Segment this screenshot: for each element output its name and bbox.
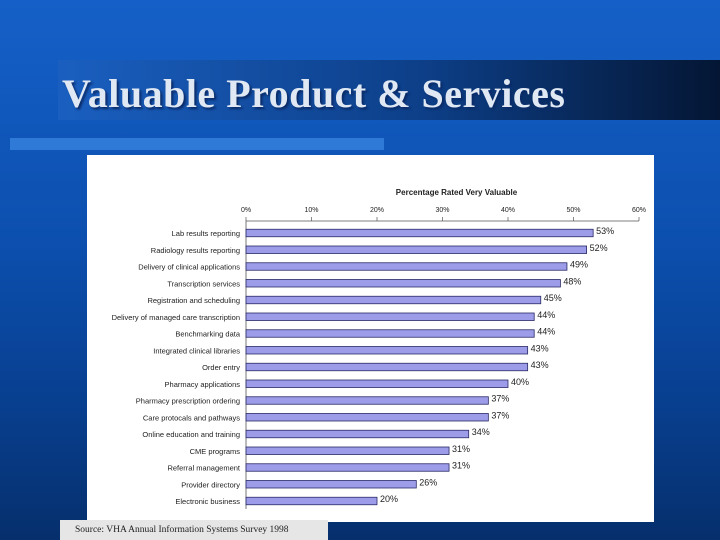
- bar: [245, 262, 568, 271]
- bar: [245, 245, 588, 254]
- data-label: 52%: [590, 243, 608, 253]
- x-tick-label: 60%: [632, 207, 646, 214]
- data-label: 44%: [537, 310, 555, 320]
- x-tick-label: 50%: [566, 207, 580, 214]
- category-label: Provider directory: [181, 480, 240, 489]
- x-tick-label: 20%: [370, 207, 384, 214]
- bar: [245, 362, 529, 372]
- data-label: 43%: [531, 360, 549, 370]
- bar-chart: Percentage Rated Very Valuable 0% 10% 20% 30…: [112, 188, 646, 509]
- data-label: 53%: [596, 226, 614, 236]
- x-tick-label: 10%: [304, 207, 318, 214]
- data-label: 20%: [380, 494, 398, 504]
- data-label: 44%: [537, 327, 555, 337]
- x-tick-label: 0%: [241, 207, 251, 214]
- category-label: Online education and training: [142, 430, 240, 439]
- category-label: Delivery of managed care transcription: [112, 313, 240, 322]
- category-label: Care protocals and pathways: [143, 413, 240, 422]
- category-label: Radiology results reporting: [151, 246, 240, 255]
- data-label: 31%: [452, 444, 470, 454]
- data-label: 45%: [544, 293, 562, 303]
- category-label: Order entry: [202, 363, 240, 372]
- category-label: CME programs: [190, 447, 241, 456]
- data-label: 37%: [491, 394, 509, 404]
- category-label: Referral management: [167, 464, 240, 473]
- accent-bar: [10, 138, 384, 150]
- category-label: Lab results reporting: [172, 229, 240, 238]
- bar: [245, 295, 542, 305]
- category-label: Pharmacy applications: [165, 380, 241, 389]
- bar: [245, 463, 450, 472]
- bar: [245, 413, 489, 422]
- data-label: 37%: [491, 410, 509, 420]
- data-label: 31%: [452, 461, 470, 471]
- bar: [245, 480, 417, 489]
- bar: [245, 312, 535, 321]
- category-label: Pharmacy prescription ordering: [136, 397, 240, 406]
- category-label: Integrated clinical libraries: [153, 346, 240, 355]
- slide-title: Valuable Product & Services: [62, 71, 566, 116]
- bar: [245, 429, 470, 439]
- data-label: 34%: [472, 427, 490, 437]
- x-tick-label: 30%: [435, 207, 449, 214]
- bar: [245, 346, 529, 355]
- source-note: Source: VHA Annual Information Systems S…: [60, 520, 328, 540]
- bar: [245, 228, 594, 238]
- chart-panel: Percentage Rated Very Valuable 0% 10% 20% 30…: [87, 155, 654, 522]
- bar: [245, 279, 561, 288]
- x-tick-label: 40%: [501, 207, 515, 214]
- chart-title: Percentage Rated Very Valuable: [396, 188, 518, 197]
- data-label: 49%: [570, 260, 588, 270]
- category-label: Delivery of clinical applications: [138, 263, 240, 272]
- bar: [245, 496, 378, 506]
- category-label: Benchmarking data: [175, 330, 240, 339]
- data-label: 48%: [563, 276, 581, 286]
- bar: [245, 329, 535, 338]
- title-band: [58, 60, 720, 120]
- category-label: Transcription services: [167, 279, 240, 288]
- category-label: Registration and scheduling: [147, 296, 240, 305]
- data-label: 26%: [419, 477, 437, 487]
- bar: [245, 396, 489, 405]
- category-label: Electronic business: [175, 497, 240, 506]
- data-label: 43%: [531, 343, 549, 353]
- bar: [245, 446, 450, 455]
- data-label: 40%: [511, 377, 529, 387]
- bar: [245, 379, 509, 388]
